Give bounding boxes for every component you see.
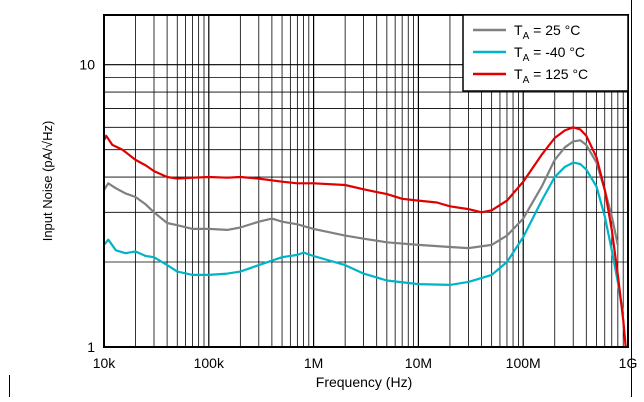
series-line-2	[103, 126, 627, 348]
right-border-line	[631, 0, 632, 397]
y-axis-label: Input Noise (pA/√Hz)	[40, 121, 55, 242]
x-tick-label: 100k	[194, 355, 225, 371]
legend-label-1: TA = -40 °C	[514, 44, 585, 64]
plot-frame	[103, 14, 629, 348]
x-axis-label: Frequency (Hz)	[316, 374, 412, 390]
x-tick-label: 10k	[93, 355, 117, 371]
y-tick-label: 10	[79, 57, 95, 73]
legend-label-2: TA = 125 °C	[514, 66, 588, 86]
series-layer	[103, 126, 627, 348]
x-tick-label: 1G	[619, 355, 638, 371]
left-border-line	[9, 375, 10, 397]
x-tick-label: 1M	[304, 355, 323, 371]
legend-label-0: TA = 25 °C	[514, 22, 580, 42]
legend: TA = 25 °CTA = -40 °CTA = 125 °C	[462, 14, 629, 92]
tick-layer: 10k 100k 1M 10M 100M 1G 1 10	[79, 57, 637, 371]
x-tick-label: 10M	[405, 355, 432, 371]
x-tick-label: 100M	[506, 355, 541, 371]
series-line-0	[103, 139, 619, 250]
series-line-1	[103, 161, 625, 315]
y-tick-label: 1	[87, 339, 95, 355]
